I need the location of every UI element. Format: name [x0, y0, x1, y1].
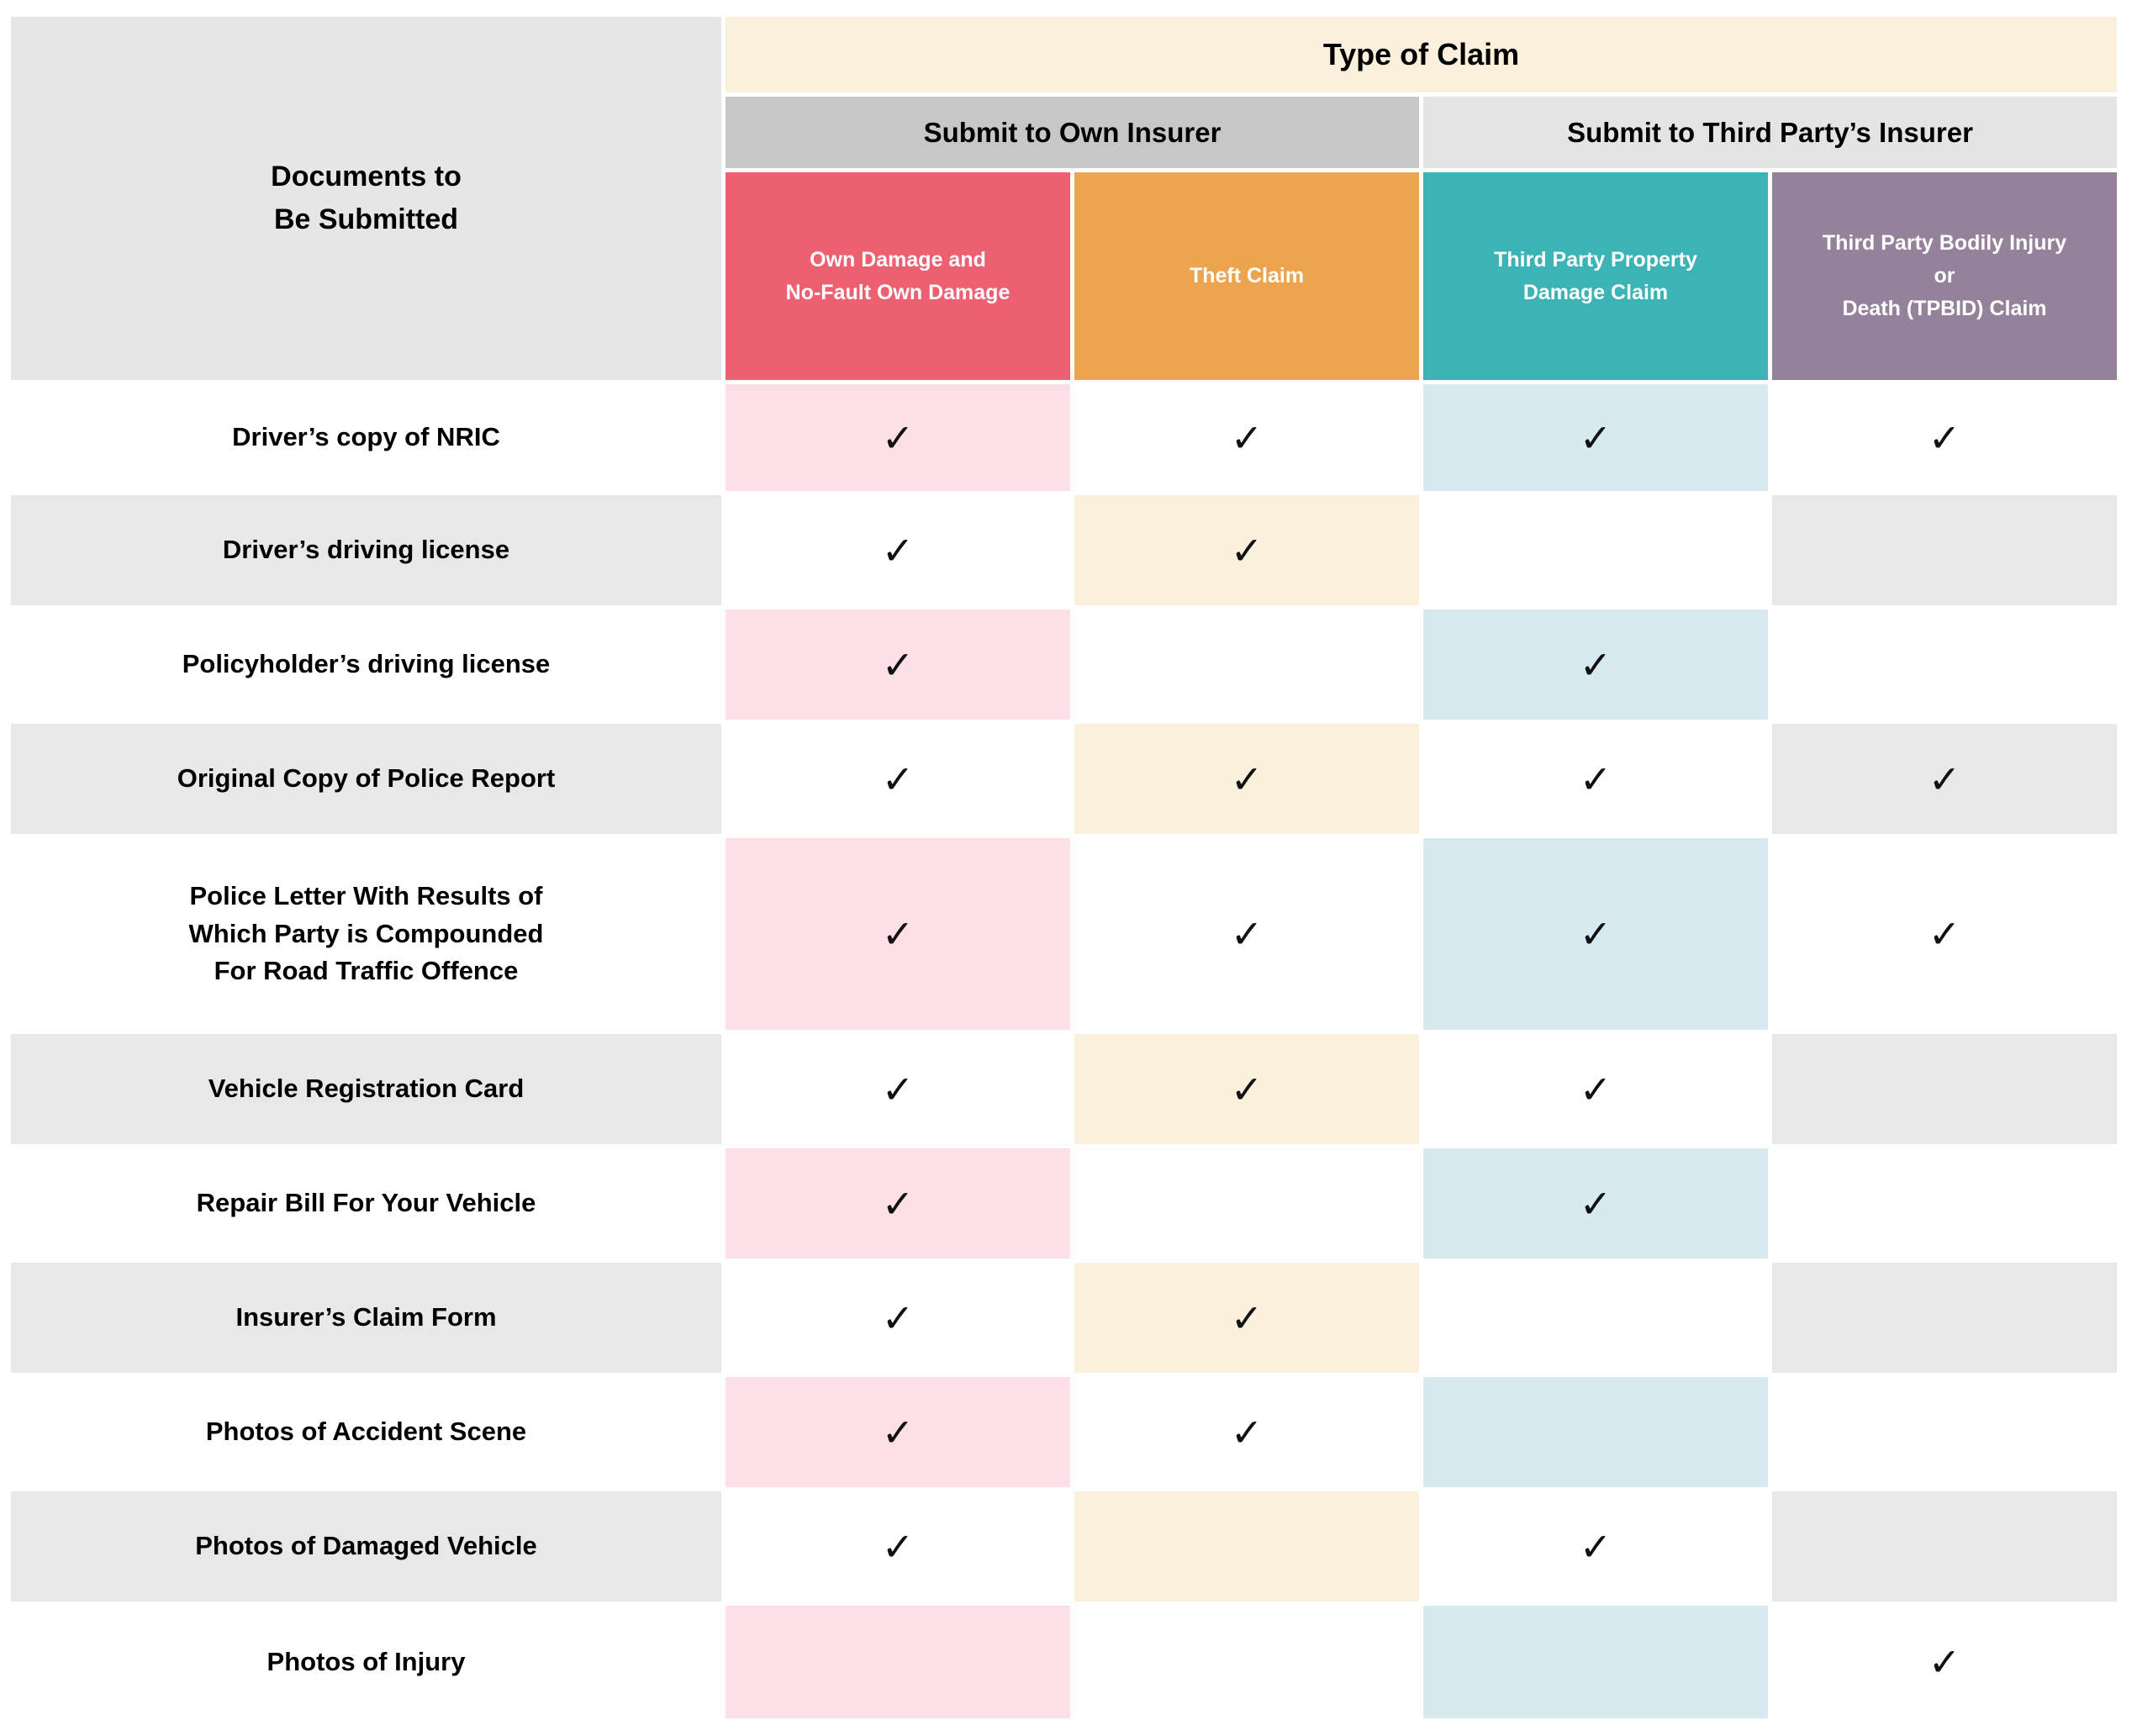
empty-cell [1074, 609, 1419, 720]
empty-cell [1074, 1491, 1419, 1601]
row-label: Vehicle Registration Card [11, 1034, 721, 1144]
check-icon: ✓ [1579, 641, 1612, 688]
check-icon: ✓ [1928, 414, 1961, 461]
row-label: Photos of Injury [11, 1606, 721, 1718]
row-label: Photos of Accident Scene [11, 1377, 721, 1487]
empty-cell [1423, 495, 1768, 605]
check-icon: ✓ [1230, 414, 1264, 461]
column-header-third-party-bodily-injury-death: Third Party Bodily Injury or Death (TPBI… [1772, 172, 2117, 380]
check-icon: ✓ [881, 527, 915, 573]
check-icon: ✓ [881, 911, 915, 957]
check-icon: ✓ [881, 756, 915, 802]
empty-cell [1074, 1148, 1419, 1258]
row-label: Photos of Damaged Vehicle [11, 1491, 721, 1601]
check-cell: ✓ [726, 495, 1070, 605]
check-cell: ✓ [1074, 384, 1419, 491]
check-icon: ✓ [1579, 1523, 1612, 1570]
check-cell: ✓ [1772, 1606, 2117, 1718]
check-icon: ✓ [881, 1409, 915, 1455]
check-cell: ✓ [726, 838, 1070, 1030]
check-icon: ✓ [881, 1523, 915, 1570]
check-cell: ✓ [1423, 1148, 1768, 1258]
check-cell: ✓ [1423, 609, 1768, 720]
type-of-claim-header: Type of Claim [726, 17, 2117, 92]
check-cell: ✓ [726, 1377, 1070, 1487]
empty-cell [726, 1606, 1070, 1718]
check-icon: ✓ [1928, 756, 1961, 802]
empty-cell [1423, 1606, 1768, 1718]
empty-cell [1772, 1148, 2117, 1258]
group-header-submit-to-third-party-insurer: Submit to Third Party’s Insurer [1423, 97, 2117, 168]
check-cell: ✓ [726, 724, 1070, 834]
row-label: Driver’s copy of NRIC [11, 384, 721, 491]
check-cell: ✓ [1423, 384, 1768, 491]
row-label: Repair Bill For Your Vehicle [11, 1148, 721, 1258]
row-label: Driver’s driving license [11, 495, 721, 605]
check-cell: ✓ [1772, 384, 2117, 491]
row-label: Policyholder’s driving license [11, 609, 721, 720]
check-cell: ✓ [1423, 838, 1768, 1030]
empty-cell [1772, 1491, 2117, 1601]
empty-cell [1772, 495, 2117, 605]
empty-cell [1772, 1263, 2117, 1373]
check-icon: ✓ [881, 641, 915, 688]
check-icon: ✓ [881, 414, 915, 461]
check-icon: ✓ [881, 1295, 915, 1341]
check-cell: ✓ [1772, 838, 2117, 1030]
check-icon: ✓ [1230, 1066, 1264, 1112]
empty-cell [1772, 609, 2117, 720]
check-icon: ✓ [1928, 911, 1961, 957]
column-header-own-damage: Own Damage and No-Fault Own Damage [726, 172, 1070, 380]
check-cell: ✓ [1772, 724, 2117, 834]
check-cell: ✓ [1074, 838, 1419, 1030]
check-icon: ✓ [1230, 911, 1264, 957]
empty-cell [1772, 1377, 2117, 1487]
check-cell: ✓ [1423, 724, 1768, 834]
check-cell: ✓ [1423, 1034, 1768, 1144]
check-cell: ✓ [726, 1491, 1070, 1601]
check-cell: ✓ [726, 1263, 1070, 1373]
check-cell: ✓ [1074, 724, 1419, 834]
corner-header-documents-to-be-submitted: Documents to Be Submitted [11, 17, 721, 380]
check-icon: ✓ [1230, 1295, 1264, 1341]
check-icon: ✓ [1230, 1409, 1264, 1455]
check-icon: ✓ [1579, 1066, 1612, 1112]
column-header-theft-claim: Theft Claim [1074, 172, 1419, 380]
check-cell: ✓ [726, 384, 1070, 491]
check-cell: ✓ [726, 1148, 1070, 1258]
check-cell: ✓ [1074, 1377, 1419, 1487]
check-cell: ✓ [726, 1034, 1070, 1144]
check-icon: ✓ [1579, 414, 1612, 461]
check-icon: ✓ [1579, 911, 1612, 957]
check-icon: ✓ [1230, 527, 1264, 573]
check-cell: ✓ [1423, 1491, 1768, 1601]
row-label: Police Letter With Results of Which Part… [11, 838, 721, 1030]
check-icon: ✓ [1579, 1180, 1612, 1227]
row-label: Insurer’s Claim Form [11, 1263, 721, 1373]
column-header-third-party-property-damage: Third Party Property Damage Claim [1423, 172, 1768, 380]
group-header-submit-to-own-insurer: Submit to Own Insurer [726, 97, 1419, 168]
empty-cell [1423, 1377, 1768, 1487]
check-cell: ✓ [1074, 1034, 1419, 1144]
check-icon: ✓ [1230, 756, 1264, 802]
check-icon: ✓ [1928, 1639, 1961, 1685]
check-icon: ✓ [1579, 756, 1612, 802]
empty-cell [1423, 1263, 1768, 1373]
check-icon: ✓ [881, 1066, 915, 1112]
table-grid: Documents to Be Submitted Type of Claim … [11, 17, 2117, 1718]
empty-cell [1772, 1034, 2117, 1144]
check-cell: ✓ [1074, 1263, 1419, 1373]
empty-cell [1074, 1606, 1419, 1718]
check-cell: ✓ [1074, 495, 1419, 605]
check-icon: ✓ [881, 1180, 915, 1227]
check-cell: ✓ [726, 609, 1070, 720]
row-label: Original Copy of Police Report [11, 724, 721, 834]
